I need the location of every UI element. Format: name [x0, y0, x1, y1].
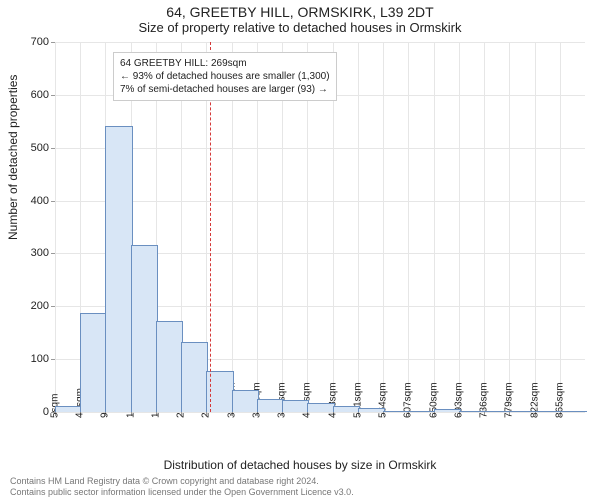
y-axis-label: Number of detached properties — [6, 75, 20, 240]
x-tick-label: 693sqm — [453, 382, 464, 418]
histogram-bar — [282, 400, 309, 412]
histogram-bar — [434, 409, 461, 412]
y-tick-label: 500 — [31, 142, 49, 154]
y-tick-label: 400 — [31, 195, 49, 207]
y-tick-label: 200 — [31, 300, 49, 312]
histogram-bar — [509, 411, 536, 412]
x-tick-label: 779sqm — [504, 382, 515, 418]
grid-v — [484, 42, 485, 412]
histogram-bar — [560, 411, 587, 412]
grid-v — [383, 42, 384, 412]
histogram-bar — [459, 411, 486, 412]
footer-line-2: Contains public sector information licen… — [10, 487, 354, 498]
annotation-box: 64 GREETBY HILL: 269sqm← 93% of detached… — [113, 52, 337, 101]
x-tick-label: 521sqm — [352, 382, 363, 418]
chart-title: 64, GREETBY HILL, ORMSKIRK, L39 2DT — [0, 0, 600, 20]
grid-h — [55, 42, 585, 43]
footer-attribution: Contains HM Land Registry data © Crown c… — [10, 476, 354, 498]
x-tick-label: 564sqm — [378, 382, 389, 418]
x-tick-label: 478sqm — [327, 382, 338, 418]
y-tick-label: 300 — [31, 247, 49, 259]
grid-v — [55, 42, 56, 412]
x-tick-label: 865sqm — [554, 382, 565, 418]
x-tick-label: 607sqm — [403, 382, 414, 418]
x-tick-label: 650sqm — [428, 382, 439, 418]
y-tick-label: 700 — [31, 36, 49, 48]
histogram-bar — [333, 406, 360, 412]
chart-container: 64, GREETBY HILL, ORMSKIRK, L39 2DT Size… — [0, 0, 600, 500]
y-tick-label: 100 — [31, 353, 49, 365]
grid-v — [408, 42, 409, 412]
annotation-line: 7% of semi-detached houses are larger (9… — [120, 83, 330, 96]
histogram-bar — [80, 313, 107, 412]
grid-v — [560, 42, 561, 412]
histogram-bar — [535, 411, 562, 412]
grid-v — [535, 42, 536, 412]
grid-v — [459, 42, 460, 412]
annotation-line: ← 93% of detached houses are smaller (1,… — [120, 70, 330, 83]
histogram-bar — [484, 411, 511, 412]
histogram-bar — [181, 342, 208, 412]
histogram-bar — [383, 411, 410, 412]
grid-v — [358, 42, 359, 412]
grid-v — [509, 42, 510, 412]
histogram-bar — [156, 321, 183, 412]
x-axis-label: Distribution of detached houses by size … — [0, 458, 600, 472]
grid-h — [55, 148, 585, 149]
histogram-bar — [307, 403, 334, 412]
histogram-bar — [408, 411, 435, 412]
histogram-bar — [131, 245, 158, 413]
grid-h — [55, 201, 585, 202]
annotation-line: 64 GREETBY HILL: 269sqm — [120, 57, 330, 70]
histogram-bar — [358, 408, 385, 412]
footer-line-1: Contains HM Land Registry data © Crown c… — [10, 476, 354, 487]
histogram-bar — [257, 399, 284, 412]
x-tick-label: 822sqm — [529, 382, 540, 418]
x-tick-label: 736sqm — [479, 382, 490, 418]
histogram-bar — [55, 406, 82, 412]
chart-subtitle: Size of property relative to detached ho… — [0, 20, 600, 37]
histogram-bar — [105, 126, 132, 412]
y-tick-label: 0 — [43, 406, 49, 418]
plot-area: 01002003004005006007005sqm48sqm91sqm134s… — [55, 42, 585, 412]
y-tick-label: 600 — [31, 89, 49, 101]
grid-v — [434, 42, 435, 412]
histogram-bar — [232, 390, 259, 412]
